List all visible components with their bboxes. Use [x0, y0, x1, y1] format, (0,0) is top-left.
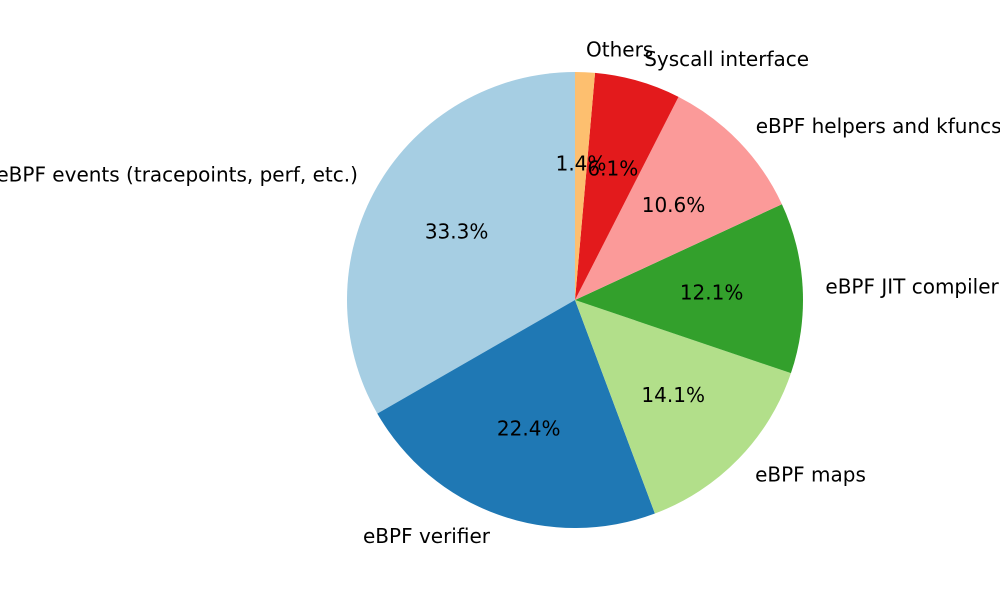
slice-label-others: Others	[586, 37, 653, 61]
pie-slice-ebpf-events-tracepoints-perf-etc	[346, 72, 575, 414]
slice-label-ebpf-helpers-and-kfuncs: eBPF helpers and kfuncs	[756, 114, 1000, 138]
slice-label-ebpf-events-tracepoints-perf-etc: eBPF events (tracepoints, perf, etc.)	[0, 162, 358, 186]
pie-slice-ebpf-helpers-and-kfuncs	[575, 96, 782, 300]
slice-label-ebpf-jit-compiler: eBPF JIT compiler	[825, 275, 999, 299]
pct-label-ebpf-maps: 14.1%	[641, 383, 705, 407]
pie-slice-syscall-interface	[575, 72, 679, 300]
pct-label-syscall-interface: 6.1%	[587, 157, 638, 181]
slice-label-ebpf-maps: eBPF maps	[755, 463, 866, 487]
pct-label-ebpf-jit-compiler: 12.1%	[680, 281, 744, 305]
pct-label-ebpf-helpers-and-kfuncs: 10.6%	[642, 193, 706, 217]
pie-slice-others	[575, 72, 596, 300]
slice-label-ebpf-verifier: eBPF verifier	[363, 524, 491, 548]
pct-label-ebpf-verifier: 22.4%	[497, 417, 561, 441]
slice-label-syscall-interface: Syscall interface	[644, 47, 809, 71]
pie-slice-ebpf-jit-compiler	[575, 204, 804, 374]
pie-slice-ebpf-maps	[575, 300, 791, 514]
pie-slice-ebpf-verifier	[377, 300, 655, 528]
pct-label-others: 1.4%	[556, 151, 607, 175]
pct-label-ebpf-events-tracepoints-perf-etc: 33.3%	[425, 220, 489, 244]
